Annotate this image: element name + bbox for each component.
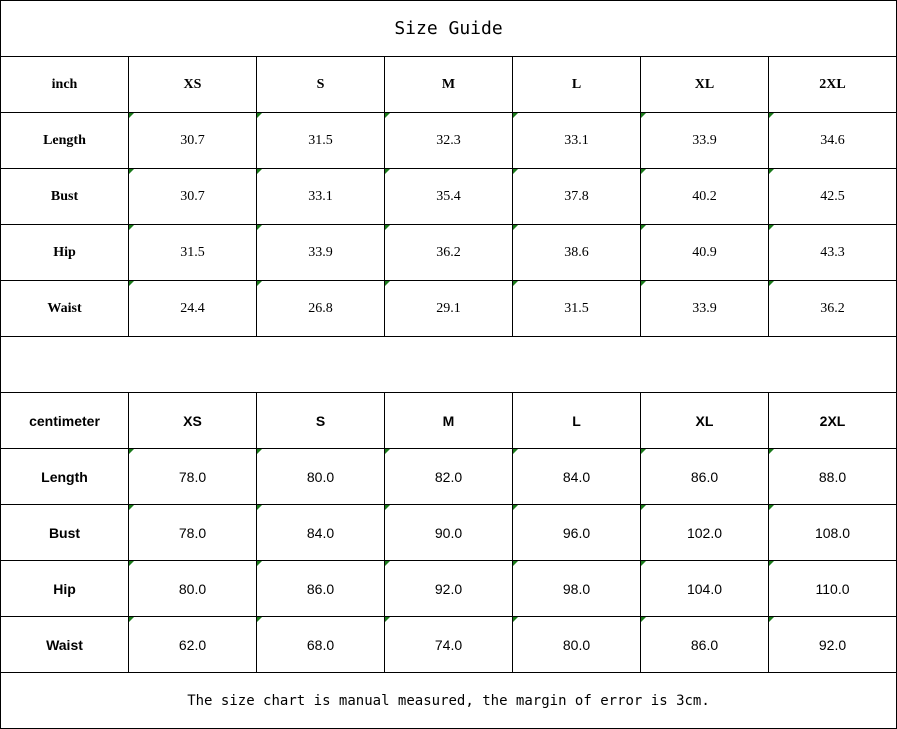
measurement-cell: 40.2	[640, 168, 769, 225]
measurement-cell: 43.3	[768, 224, 897, 281]
size-header: S	[256, 56, 385, 113]
size-header: XS	[128, 392, 257, 449]
measurement-cell: 26.8	[256, 280, 385, 337]
size-header: XL	[640, 56, 769, 113]
measurement-cell: 110.0	[768, 560, 897, 617]
measurement-label: Waist	[0, 280, 129, 337]
measurement-cell: 92.0	[384, 560, 513, 617]
measurement-cell: 30.7	[128, 168, 257, 225]
measurement-cell: 74.0	[384, 616, 513, 673]
measurement-cell: 102.0	[640, 504, 769, 561]
measurement-cell: 31.5	[512, 280, 641, 337]
measurement-label: Length	[0, 112, 129, 169]
measurement-cell: 36.2	[768, 280, 897, 337]
measurement-cell: 90.0	[384, 504, 513, 561]
measurement-cell: 108.0	[768, 504, 897, 561]
measurement-cell: 92.0	[768, 616, 897, 673]
measurement-cell: 80.0	[512, 616, 641, 673]
measurement-cell: 36.2	[384, 224, 513, 281]
measurement-cell: 80.0	[256, 448, 385, 505]
measurement-cell: 86.0	[256, 560, 385, 617]
measurement-cell: 42.5	[768, 168, 897, 225]
measurement-cell: 33.1	[256, 168, 385, 225]
unit-header: inch	[0, 56, 129, 113]
measurement-cell: 33.1	[512, 112, 641, 169]
measurement-cell: 84.0	[512, 448, 641, 505]
measurement-cell: 78.0	[128, 448, 257, 505]
measurement-label: Bust	[0, 504, 129, 561]
measurement-cell: 33.9	[640, 112, 769, 169]
table-row: Bust 78.0 84.0 90.0 96.0 102.0 108.0	[0, 504, 897, 561]
size-header: 2XL	[768, 392, 897, 449]
table-row: Bust 30.7 33.1 35.4 37.8 40.2 42.5	[0, 168, 897, 225]
measurement-label: Waist	[0, 616, 129, 673]
footnote: The size chart is manual measured, the m…	[0, 672, 897, 729]
measurement-cell: 104.0	[640, 560, 769, 617]
measurement-cell: 68.0	[256, 616, 385, 673]
measurement-cell: 86.0	[640, 448, 769, 505]
table-row: Hip 80.0 86.0 92.0 98.0 104.0 110.0	[0, 560, 897, 617]
size-header: XL	[640, 392, 769, 449]
measurement-cell: 78.0	[128, 504, 257, 561]
measurement-cell: 96.0	[512, 504, 641, 561]
measurement-cell: 40.9	[640, 224, 769, 281]
table-row: Size Guide	[0, 0, 897, 57]
measurement-cell: 33.9	[256, 224, 385, 281]
size-header: 2XL	[768, 56, 897, 113]
size-header: L	[512, 56, 641, 113]
measurement-cell: 37.8	[512, 168, 641, 225]
measurement-cell: 24.4	[128, 280, 257, 337]
table-row: The size chart is manual measured, the m…	[0, 672, 897, 729]
measurement-cell: 34.6	[768, 112, 897, 169]
spacer-row	[0, 336, 897, 393]
measurement-cell: 88.0	[768, 448, 897, 505]
measurement-cell: 84.0	[256, 504, 385, 561]
page-title: Size Guide	[0, 0, 897, 57]
size-header: M	[384, 56, 513, 113]
measurement-cell: 86.0	[640, 616, 769, 673]
measurement-cell: 31.5	[128, 224, 257, 281]
measurement-cell: 30.7	[128, 112, 257, 169]
table-row	[0, 336, 897, 393]
table-row: Length 30.7 31.5 32.3 33.1 33.9 34.6	[0, 112, 897, 169]
table-row: centimeter XS S M L XL 2XL	[0, 392, 897, 449]
size-header: L	[512, 392, 641, 449]
measurement-cell: 32.3	[384, 112, 513, 169]
table-row: Waist 62.0 68.0 74.0 80.0 86.0 92.0	[0, 616, 897, 673]
measurement-cell: 33.9	[640, 280, 769, 337]
table-row: Length 78.0 80.0 82.0 84.0 86.0 88.0	[0, 448, 897, 505]
table-row: Waist 24.4 26.8 29.1 31.5 33.9 36.2	[0, 280, 897, 337]
table-row: inch XS S M L XL 2XL	[0, 56, 897, 113]
measurement-cell: 80.0	[128, 560, 257, 617]
measurement-cell: 29.1	[384, 280, 513, 337]
measurement-cell: 38.6	[512, 224, 641, 281]
size-header: S	[256, 392, 385, 449]
measurement-label: Bust	[0, 168, 129, 225]
unit-header: centimeter	[0, 392, 129, 449]
measurement-cell: 35.4	[384, 168, 513, 225]
measurement-cell: 98.0	[512, 560, 641, 617]
size-header: XS	[128, 56, 257, 113]
table-row: Hip 31.5 33.9 36.2 38.6 40.9 43.3	[0, 224, 897, 281]
size-header: M	[384, 392, 513, 449]
measurement-cell: 31.5	[256, 112, 385, 169]
measurement-cell: 82.0	[384, 448, 513, 505]
measurement-label: Hip	[0, 224, 129, 281]
measurement-label: Length	[0, 448, 129, 505]
measurement-cell: 62.0	[128, 616, 257, 673]
measurement-label: Hip	[0, 560, 129, 617]
